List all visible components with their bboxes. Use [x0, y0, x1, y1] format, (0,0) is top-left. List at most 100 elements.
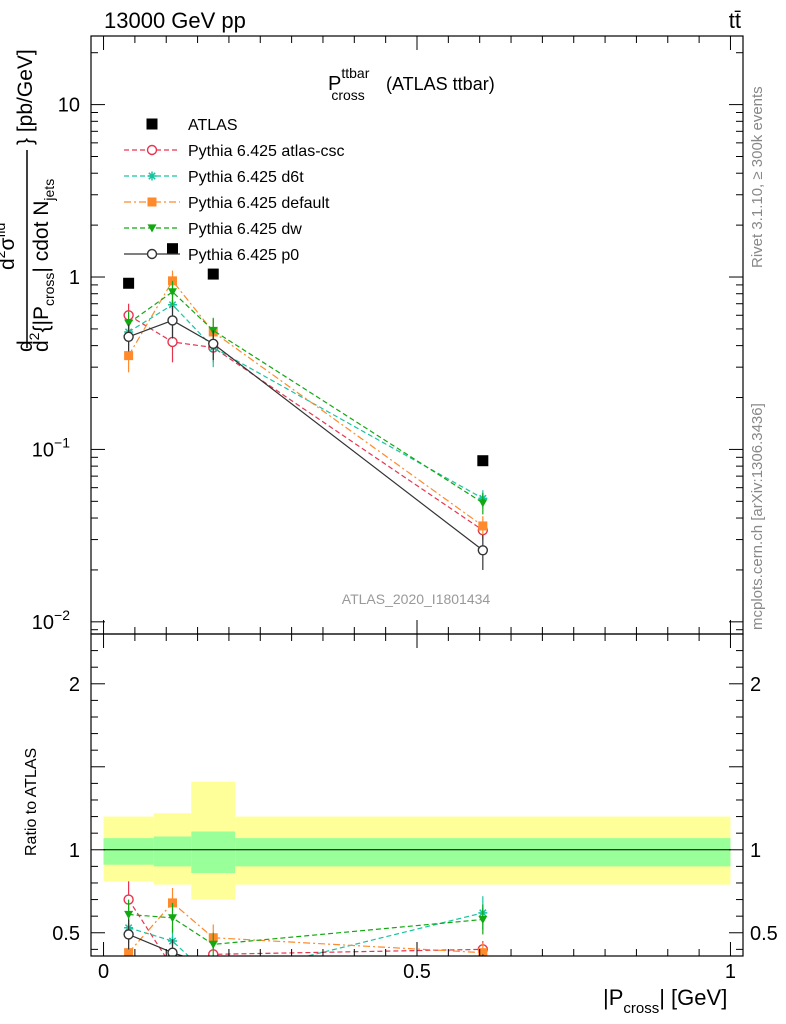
y-tick-label-exp: −2 [54, 607, 70, 623]
ratio-point [209, 975, 218, 984]
main-y-axis-label: d d2σfid d2{|Pcross| cdot Njets } [pb/Ge… [0, 49, 57, 352]
series-pythia-6-425-dw [124, 280, 488, 515]
ratio-series-pythia-6-425-dw [124, 899, 488, 956]
legend-entry: Pythia 6.425 p0 [124, 247, 299, 264]
ratio-y-tick-label: 1 [69, 840, 80, 862]
y-label-den: d2{|Pcross| cdot Njets [26, 179, 57, 352]
ratio-y-tick-label: 0.5 [52, 923, 80, 945]
ratio-point [478, 948, 488, 956]
data-point [123, 277, 135, 289]
legend-label: Pythia 6.425 d6t [188, 169, 304, 186]
x-label-sub: cross [623, 1000, 659, 1017]
data-point [167, 315, 178, 326]
x-tick-label: 1 [725, 961, 736, 983]
y-label-num: d2σfid [0, 223, 19, 270]
y-tick-label: 1 [69, 267, 80, 289]
stat-uncertainty-band [191, 831, 236, 874]
main-panel: 10 1 10−1 10−2 Pttbar cross (ATLAS ttbar) AT… [0, 35, 744, 635]
main-series [123, 243, 489, 570]
ratio-point [208, 940, 218, 949]
ratio-point [123, 929, 134, 940]
stat-uncertainty-band [103, 838, 154, 865]
legend-marker [147, 197, 157, 207]
ratio-uncertainty-bands [103, 781, 731, 900]
x-tick-label: 0 [98, 961, 109, 983]
ratio-point [124, 910, 134, 920]
x-axis-label: |Pcross| [GeV] [603, 985, 727, 1017]
legend-label: ATLAS [188, 117, 238, 134]
legend-marker [147, 171, 157, 181]
y-label-d: d [14, 340, 37, 352]
process-label: tt̄ [729, 8, 741, 33]
data-point [124, 319, 134, 328]
data-point [477, 455, 489, 467]
ratio-panel: 0.5 0.5 1 1 2 2 0 0.5 1 Ratio to ATLAS |Pcross| … [23, 633, 778, 1017]
ratio-series [123, 881, 489, 984]
main-y-ticks [91, 52, 743, 631]
ratio-line [128, 902, 483, 954]
x-tick-label: 0.5 [403, 961, 431, 983]
ratio-point [168, 914, 177, 923]
data-point [168, 288, 177, 297]
series-pythia-6-425-p0 [123, 305, 489, 570]
plot-title-suffix: (ATLAS ttbar) [386, 74, 495, 94]
legend-label: Pythia 6.425 default [188, 195, 330, 212]
stat-uncertainty-band [153, 836, 192, 867]
ratio-tick-labels: 0.5 0.5 1 1 2 2 0 0.5 1 [52, 674, 778, 983]
x-label-main: |P [603, 985, 623, 1010]
data-point [477, 545, 489, 556]
ratio-point [168, 963, 177, 972]
y-tick-label: 10−1 [32, 434, 70, 461]
ratio-point [478, 961, 487, 970]
y-tick-label-exp: −1 [54, 434, 70, 450]
ratio-line [128, 913, 483, 945]
ratio-point [209, 961, 218, 970]
plot-title-main: P [328, 73, 341, 95]
ratio-line [128, 933, 185, 956]
ratio-y-tick-label-right: 1 [750, 840, 761, 862]
ratio-series-pythia-6-425-p0 [123, 919, 487, 970]
legend-marker [147, 224, 157, 233]
ratio-y-tick-label-right: 0.5 [750, 923, 778, 945]
legend-entry: Pythia 6.425 default [124, 195, 330, 212]
main-x-ticks [103, 36, 731, 634]
legend-marker [146, 118, 158, 130]
ratio-line [128, 912, 483, 956]
plot-title-sup: ttbar [341, 65, 369, 81]
legend-entry: Pythia 6.425 d6t [124, 169, 304, 186]
series-line [128, 279, 484, 527]
ratio-ticks [91, 634, 743, 956]
legend-label: Pythia 6.425 p0 [188, 247, 299, 264]
ratio-y-axis-label: Ratio to ATLAS [23, 748, 40, 856]
data-point [478, 499, 488, 508]
legend-entry: Pythia 6.425 atlas-csc [124, 143, 345, 160]
ratio-y-tick-label-right: 2 [750, 674, 761, 696]
mcplots-label: mcplots.cern.ch [arXiv:1306.3436] [749, 403, 766, 630]
energy-label: 13000 GeV pp [104, 8, 246, 33]
legend-label: Pythia 6.425 dw [188, 221, 302, 238]
legend-label: Pythia 6.425 atlas-csc [188, 143, 345, 160]
plot-title-sub: cross [331, 87, 364, 103]
y-label-units: } [pb/GeV] [14, 49, 37, 145]
legend: ATLAS Pythia 6.425 atlas-csc Pythia 6.425 … [124, 117, 345, 264]
plot-title: Pttbar cross [328, 65, 370, 103]
ratio-line [128, 899, 483, 956]
stat-uncertainty-band [235, 838, 731, 867]
y-tick-label: 10 [58, 95, 80, 117]
main-y-tick-labels: 10 1 10−1 10−2 [32, 95, 80, 634]
series-line [128, 291, 484, 504]
data-point [208, 338, 219, 349]
data-point [124, 351, 134, 361]
series-atlas [123, 243, 489, 467]
data-point [123, 331, 134, 343]
data-point [167, 336, 178, 348]
legend-marker [146, 248, 158, 260]
legend-entry: Pythia 6.425 dw [124, 221, 302, 238]
ratio-point [124, 948, 134, 956]
series-line [128, 319, 484, 551]
data-point [207, 268, 219, 280]
rivet-label: Rivet 3.1.10, ≥ 300k events [749, 86, 766, 268]
series-line [128, 314, 484, 531]
ratio-point [167, 947, 178, 956]
